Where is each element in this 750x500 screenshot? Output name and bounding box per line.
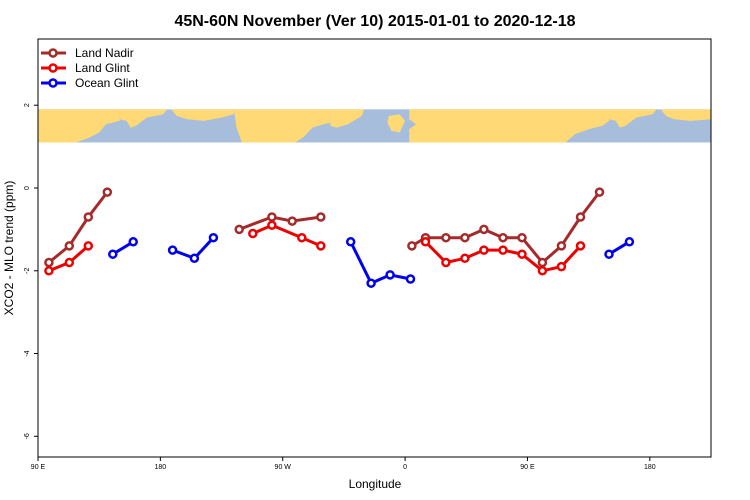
land-nadir-line — [238, 215, 322, 231]
x-tick-label: 90 W — [275, 464, 292, 471]
y-axis: 2 0 -2 -4 -6 — [24, 103, 38, 439]
legend-marker — [48, 63, 58, 73]
ocean-glint-point — [624, 237, 635, 247]
legend-label: Land Nadir — [75, 46, 134, 60]
land-nadir-point — [64, 241, 75, 251]
land-glint-point — [44, 266, 54, 276]
ocean-glint-point — [167, 245, 178, 255]
x-axis-label: Longitude — [349, 477, 402, 491]
land-glint-point — [248, 228, 258, 239]
land-glint-point — [441, 257, 451, 268]
legend-label: Land Glint — [75, 61, 130, 75]
land-glint-point — [316, 241, 326, 251]
land-nadir-point — [575, 212, 586, 222]
land-glint-point — [575, 241, 586, 251]
land-nadir-point — [83, 212, 94, 222]
series-layer — [44, 187, 635, 288]
land-glint-point — [420, 237, 431, 247]
land-nadir-point — [460, 232, 470, 243]
land-nadir-point — [44, 257, 54, 268]
y-tick-label: 0 — [24, 186, 31, 190]
land-nadir-point — [556, 241, 567, 251]
land-glint-point — [83, 241, 94, 251]
plot-area — [37, 38, 712, 458]
y-tick-label: 2 — [24, 103, 31, 107]
legend-marker — [48, 48, 58, 58]
land-glint-point — [460, 253, 470, 264]
land-glint-point — [537, 266, 548, 276]
map-land-kamchatka-east — [609, 109, 657, 128]
ocean-glint-point — [108, 249, 118, 259]
land-nadir-point — [479, 224, 489, 235]
ocean-glint-point — [405, 274, 416, 284]
y-tick-label: -6 — [24, 433, 31, 439]
land-nadir-point — [537, 257, 548, 268]
x-tick-label: 180 — [644, 464, 656, 471]
series-land-glint — [44, 220, 586, 276]
map-land-kamchatka — [119, 109, 168, 128]
land-nadir-point — [287, 216, 297, 226]
x-tick-label: 180 — [155, 464, 167, 471]
legend-marker — [48, 78, 58, 88]
land-nadir-point — [267, 212, 277, 222]
y-tick-label: -4 — [24, 350, 31, 356]
x-tick-label: 0 — [403, 464, 407, 471]
map-land-europe-asia — [409, 109, 609, 143]
ocean-glint-point — [345, 237, 356, 247]
ocean-glint-point — [366, 278, 376, 288]
chart-title: 45N-60N November (Ver 10) 2015-01-01 to … — [174, 13, 575, 30]
land-nadir-point — [102, 187, 113, 197]
legend-item-land-glint: Land Glint — [41, 61, 130, 75]
ocean-glint-point — [128, 237, 138, 247]
land-glint-point — [267, 220, 277, 230]
legend-item-land-nadir: Land Nadir — [41, 46, 134, 60]
land-glint-line — [252, 223, 322, 248]
land-glint-point — [556, 261, 567, 272]
series-ocean-glint — [108, 232, 635, 288]
ocean-glint-point — [189, 253, 200, 264]
land-glint-point — [64, 257, 75, 268]
x-tick-label: 90 E — [31, 464, 46, 471]
land-glint-point — [498, 245, 508, 255]
land-glint-point — [297, 232, 307, 243]
y-axis-label: XCO2 - MLO trend (ppm) — [2, 181, 16, 316]
land-nadir-point — [234, 224, 244, 235]
map-land-alaska — [171, 109, 234, 121]
land-nadir-point — [316, 212, 326, 222]
legend-label: Ocean Glint — [75, 76, 139, 90]
ocean-glint-point — [208, 232, 219, 243]
land-nadir-point — [441, 232, 451, 243]
series-land-nadir — [44, 187, 605, 268]
land-nadir-point — [407, 241, 417, 251]
map-land-labrador — [330, 109, 365, 128]
land-glint-point — [517, 249, 527, 259]
x-tick-label: 90 E — [520, 464, 535, 471]
ocean-glint-point — [385, 270, 395, 280]
ocean-glint-point — [604, 249, 614, 259]
legend-item-ocean-glint: Ocean Glint — [41, 76, 139, 90]
land-nadir-line — [47, 191, 109, 264]
map-land-canada — [233, 109, 331, 143]
x-axis: 90 E 180 90 W 0 90 E 180 — [31, 457, 656, 471]
map-land-alaska-east — [660, 109, 711, 121]
land-nadir-point — [594, 187, 605, 197]
land-glint-point — [479, 245, 489, 255]
ocean-glint-line — [349, 241, 411, 286]
map-land-europe-west — [387, 114, 406, 133]
y-tick-label: -2 — [24, 268, 31, 274]
land-nadir-point — [517, 232, 527, 243]
world-map-band — [38, 109, 711, 143]
land-nadir-point — [498, 232, 508, 243]
map-land-asia-west — [38, 109, 120, 143]
